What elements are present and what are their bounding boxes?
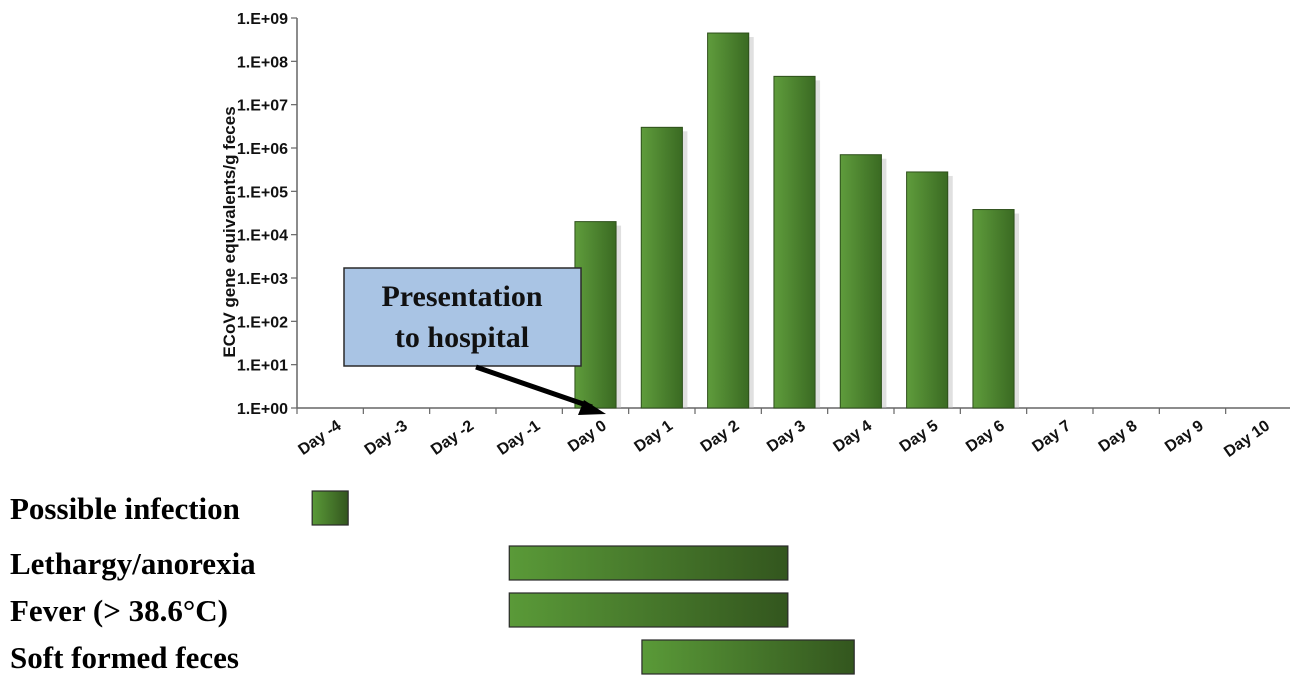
- bar-day6: [972, 209, 1015, 409]
- symptom-bar: [508, 545, 789, 581]
- bar-day0: [574, 221, 617, 409]
- y-tick-label: 1.E+06: [237, 141, 288, 158]
- y-tick-label: 1.E+08: [237, 54, 288, 71]
- callout-line-2: to hospital: [395, 321, 529, 354]
- symptom-bar: [311, 490, 349, 526]
- bar-day4: [839, 154, 882, 409]
- x-tick-label: Day 10: [1221, 417, 1273, 461]
- x-tick-label: Day 0: [565, 417, 610, 455]
- y-tick-label: 1.E+00: [237, 401, 288, 418]
- x-tick-label: Day 9: [1162, 417, 1207, 455]
- x-tick-label: Day 3: [764, 417, 809, 455]
- bar-day3: [773, 75, 816, 409]
- x-tick-label: Day -3: [362, 417, 411, 459]
- x-tick-label: Day -2: [428, 417, 477, 459]
- symptom-label: Possible infection: [10, 491, 240, 526]
- x-tick-label: Day 2: [698, 417, 743, 455]
- symptom-timeline: Possible infection Lethargy/anorexia Fever…: [10, 490, 855, 675]
- bar-day1: [640, 126, 683, 409]
- symptom-label: Soft formed feces: [10, 640, 239, 675]
- y-tick-labels: 1.E+00 1.E+01 1.E+02 1.E+03 1.E+04 1.E+05 1.E+…: [237, 11, 297, 418]
- x-tick-label: Day -4: [295, 417, 344, 459]
- x-tick-label: Day 7: [1029, 417, 1074, 455]
- y-tick-label: 1.E+05: [237, 184, 288, 201]
- y-tick-label: 1.E+02: [237, 314, 288, 331]
- x-tick-label: Day 1: [631, 417, 676, 455]
- x-tick-label: Day 6: [963, 417, 1008, 455]
- y-tick-label: 1.E+07: [237, 98, 288, 115]
- callout: Presentation to hospital: [343, 267, 606, 415]
- y-tick-label: 1.E+04: [237, 228, 288, 245]
- x-tick-label: Day 8: [1096, 417, 1141, 455]
- symptom-label: Lethargy/anorexia: [10, 546, 256, 581]
- callout-box: [343, 267, 582, 367]
- callout-line-1: Presentation: [381, 280, 542, 313]
- x-tick-label: Day 5: [897, 417, 942, 455]
- y-tick-label: 1.E+09: [237, 11, 288, 28]
- y-tick-label: 1.E+01: [237, 358, 288, 375]
- symptom-label: Fever (> 38.6°C): [10, 593, 228, 628]
- callout-arrow: [475, 364, 593, 410]
- x-tick-label: Day -1: [494, 417, 543, 459]
- symptom-bar: [508, 592, 789, 628]
- x-tick-labels: Day -4 Day -3 Day -2 Day -1 Day 0 Day 1 Day 2 D…: [295, 417, 1273, 461]
- callout-arrowhead: [578, 400, 606, 415]
- y-tick-label: 1.E+03: [237, 271, 288, 288]
- bar-day5: [906, 171, 949, 409]
- bars-group: [574, 32, 1020, 409]
- symptom-bar: [641, 639, 855, 675]
- bar-day2: [707, 32, 750, 409]
- y-axis-label: ECoV gene equivalents/g feces: [220, 106, 239, 357]
- x-tick-label: Day 4: [830, 417, 875, 455]
